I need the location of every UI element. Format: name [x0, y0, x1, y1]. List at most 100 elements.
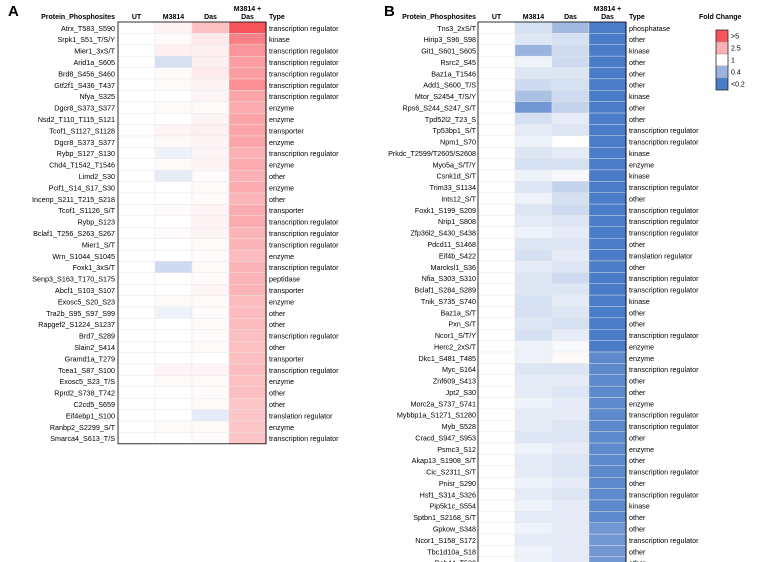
heatmap-cell — [588, 33, 627, 45]
row-type-label: other — [629, 479, 646, 488]
heatmap-cell — [514, 124, 553, 136]
heatmap-cell — [191, 21, 230, 34]
heatmap-cell — [514, 533, 553, 546]
heatmap-cell — [588, 431, 627, 444]
heatmap-cell — [228, 375, 267, 387]
panel-b-heatmap: B Protein_Phosphosites UT M3814 Das M3814 + Da… — [384, 3, 699, 562]
row-type-label: transcription regulator — [629, 183, 699, 192]
heatmap-cell — [117, 21, 156, 34]
row-label: Pip5k1c_S554 — [430, 502, 476, 511]
heatmap-cell — [551, 465, 590, 478]
heatmap-cell — [117, 67, 156, 80]
heatmap-cell — [588, 533, 627, 546]
heatmap-cell — [228, 432, 267, 444]
heatmap-cell — [551, 477, 590, 489]
heatmap-cell — [551, 545, 590, 558]
heatmap-cell — [228, 112, 267, 125]
row-label: Tns3_2xS/T — [437, 24, 476, 33]
heatmap-cell — [154, 67, 193, 80]
row-label: Zfp36l2_S430_S438 — [410, 229, 476, 238]
row-label: Wrn_S1044_S1045 — [52, 252, 115, 261]
row-label: Bclaf1_T256_S263_S267 — [33, 229, 115, 238]
row-type-label: transcription regulator — [629, 274, 699, 283]
heatmap-cell — [588, 181, 627, 193]
heatmap-cell — [588, 351, 627, 364]
heatmap-cell — [477, 78, 516, 91]
heatmap-cell — [588, 454, 627, 467]
heatmap-cell — [228, 284, 267, 296]
heatmap-cell — [477, 33, 516, 45]
heatmap-cell — [588, 112, 627, 125]
row-type-label: other — [629, 547, 646, 556]
heatmap-cell — [551, 203, 590, 216]
heatmap-cell — [551, 90, 590, 102]
heatmap-cell — [228, 124, 267, 137]
heatmap-cell — [588, 260, 627, 273]
row-type-label: enzyme — [629, 342, 654, 351]
heatmap-cell — [191, 284, 230, 296]
heatmap-cell — [551, 351, 590, 364]
row-type-label: transcription regulator — [269, 240, 339, 249]
row-label: Rybp_S127_S130 — [57, 149, 115, 158]
row-type-label: other — [269, 400, 286, 409]
row-label: Mier1_3xS/T — [74, 47, 115, 56]
heatmap-cell — [551, 431, 590, 444]
heatmap-cell — [117, 238, 156, 251]
row-label: C2cd5_S659 — [73, 400, 115, 409]
row-type-label: other — [629, 194, 646, 203]
legend-label: >5 — [731, 34, 739, 41]
heatmap-cell — [154, 409, 193, 422]
row-type-label: enzyme — [269, 423, 294, 432]
heatmap-cell — [551, 192, 590, 205]
heatmap-cell — [588, 215, 627, 228]
heatmap-cell — [514, 33, 553, 45]
heatmap-cell — [551, 260, 590, 273]
heatmap-cell — [514, 112, 553, 125]
heatmap-cell — [477, 488, 516, 501]
heatmap-cell — [228, 226, 267, 239]
heatmap-cell — [514, 169, 553, 182]
row-type-label: other — [629, 559, 646, 562]
heatmap-cell — [514, 499, 553, 512]
heatmap-cell — [551, 67, 590, 80]
row-label: Rsrc2_S45 — [440, 58, 476, 67]
legend-label: 2.5 — [731, 46, 741, 53]
row-label: Trim33_S1134 — [430, 183, 476, 192]
heatmap-cell — [588, 44, 627, 57]
row-label: Arid1a_S605 — [73, 58, 115, 67]
row-label: Brd8_S456_S460 — [58, 69, 115, 78]
row-type-label: kinase — [629, 47, 650, 56]
heatmap-cell — [551, 55, 590, 68]
heatmap-cell — [477, 192, 516, 205]
legend-label: 1 — [731, 58, 735, 65]
heatmap-cell — [514, 203, 553, 216]
row-type-label: transcription regulator — [269, 218, 339, 227]
column-header: M3814 + Das — [594, 6, 621, 21]
heatmap-cell — [477, 477, 516, 489]
row-type-label: transcription regulator — [629, 217, 699, 226]
heatmap-cell — [588, 522, 627, 535]
row-label: Eif4b_S422 — [439, 251, 476, 260]
heatmap-cell — [514, 545, 553, 558]
heatmap-cell — [588, 146, 627, 159]
heatmap-cell — [588, 363, 627, 375]
row-label: Pdcd11_S1468 — [427, 240, 476, 249]
heatmap-cell — [514, 420, 553, 432]
row-type-label: transcription regulator — [629, 206, 699, 215]
heatmap-cell — [514, 363, 553, 375]
row-type-label: other — [269, 320, 286, 329]
heatmap-cell — [477, 44, 516, 57]
heatmap-cell — [551, 294, 590, 307]
row-label: Akap13_S1908_S/T — [412, 456, 477, 465]
heatmap-cell — [514, 249, 553, 262]
heatmap-cell — [154, 78, 193, 91]
heatmap-cell — [117, 135, 156, 148]
heatmap-cell — [117, 101, 156, 114]
row-label: Jpt2_S30 — [446, 388, 476, 397]
heatmap-cell — [117, 90, 156, 103]
heatmap-cell — [551, 499, 590, 512]
heatmap-cell — [117, 78, 156, 91]
row-label: Mybbp1a_S1271_S1280 — [397, 411, 476, 420]
heatmap-cell — [117, 284, 156, 296]
